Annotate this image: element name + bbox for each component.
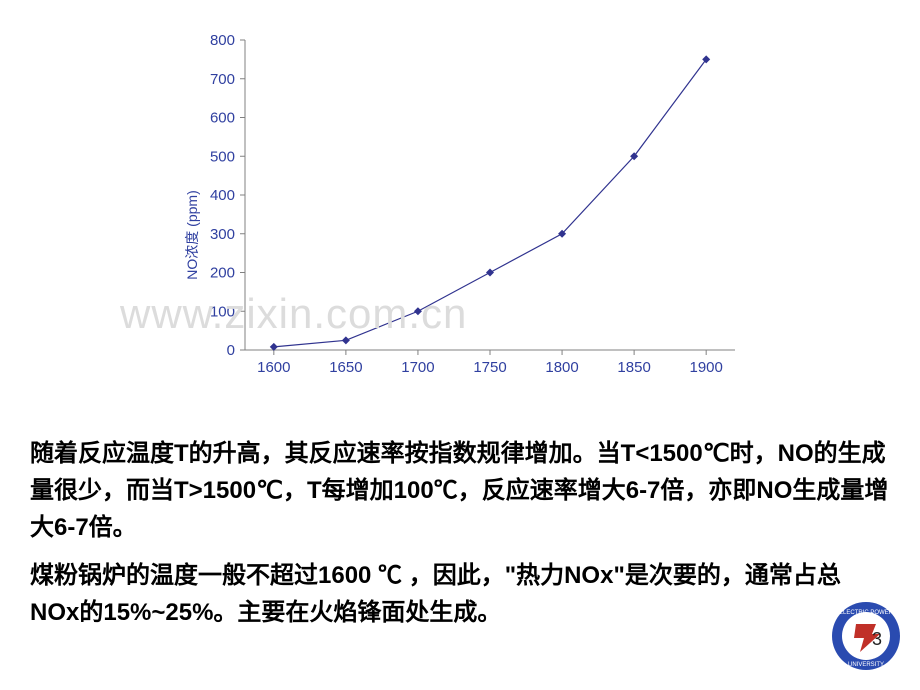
svg-text:100: 100 [210,303,235,320]
page-number: 3 [872,629,882,650]
svg-text:1600: 1600 [257,359,290,376]
svg-text:1800: 1800 [545,359,578,376]
svg-text:600: 600 [210,110,235,127]
svg-text:700: 700 [210,71,235,88]
svg-text:1700: 1700 [401,359,434,376]
body-text: 随着反应温度T的升高，其反应速率按指数规律增加。当T<1500℃时，NO的生成量… [30,435,890,641]
svg-text:1650: 1650 [329,359,362,376]
svg-text:1900: 1900 [689,359,722,376]
no-concentration-chart: 0 100 200 300 400 500 600 700 800 1600 1650 1700 175… [175,30,745,400]
svg-text:500: 500 [210,148,235,165]
svg-text:300: 300 [210,226,235,243]
paragraph-2: 煤粉锅炉的温度一般不超过1600 ℃ ，因此，"热力NOx"是次要的，通常占总N… [30,557,890,631]
svg-text:1850: 1850 [617,359,650,376]
svg-text:0: 0 [227,342,235,359]
svg-text:1750: 1750 [473,359,506,376]
chart-svg: 0 100 200 300 400 500 600 700 800 1600 1650 1700 175… [175,30,745,400]
svg-text:400: 400 [210,187,235,204]
svg-text:NO浓度 (ppm): NO浓度 (ppm) [184,190,200,279]
svg-text:800: 800 [210,32,235,49]
svg-text:200: 200 [210,265,235,282]
svg-text:ELECTRIC POWER: ELECTRIC POWER [839,610,894,616]
paragraph-1: 随着反应温度T的升高，其反应速率按指数规律增加。当T<1500℃时，NO的生成量… [30,435,890,547]
svg-text:UNIVERSITY: UNIVERSITY [848,662,884,668]
university-logo: ELECTRIC POWER UNIVERSITY [830,600,902,672]
